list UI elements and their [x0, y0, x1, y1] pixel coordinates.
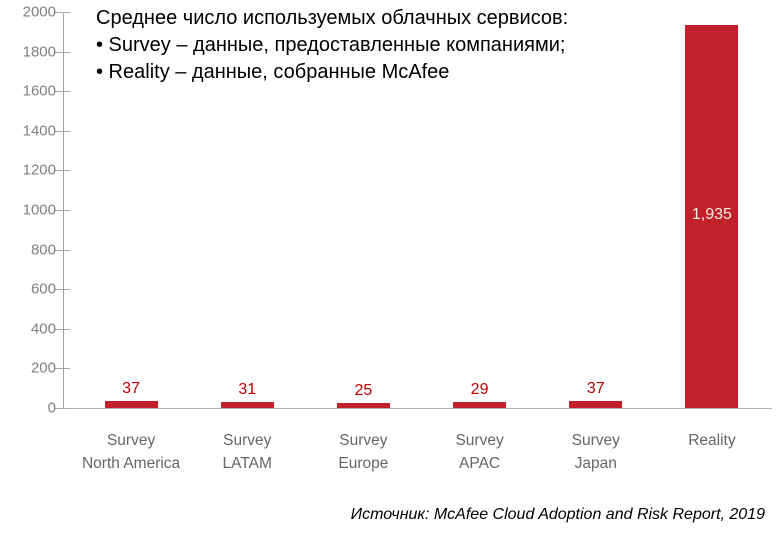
source-caption: Источник: McAfee Cloud Adoption and Risk…	[350, 506, 765, 523]
category-label-survey-apac: Survey APAC	[422, 429, 538, 475]
category-label-line: Survey	[571, 432, 620, 449]
category-label-line: LATAM	[222, 455, 272, 472]
value-label: 25	[354, 382, 373, 400]
category-label-line: Survey	[455, 432, 504, 449]
category-label-survey-europe: Survey Europe	[305, 429, 421, 475]
category-label-line: Japan	[574, 455, 617, 472]
category-label-reality: Reality	[654, 429, 770, 452]
y-tick-label: 600	[30, 280, 56, 298]
y-tick-label: 1400	[22, 122, 56, 140]
bar-survey-north-america	[104, 400, 158, 408]
y-tick-mark	[55, 368, 70, 370]
value-label: 37	[122, 379, 140, 397]
y-tick-label: 1800	[22, 43, 56, 61]
category-label-line: Survey	[223, 432, 272, 449]
category-label-survey-japan: Survey Japan	[538, 429, 654, 475]
y-tick-label: 2000	[22, 3, 56, 21]
category-label-line: Survey	[339, 432, 388, 449]
y-tick-mark	[55, 170, 70, 172]
bar-survey-apac	[453, 402, 507, 408]
chart-annotation: Среднее число используемых облачных серв…	[96, 5, 568, 86]
category-label-line: Europe	[338, 455, 389, 472]
y-tick-label: 0	[47, 399, 56, 417]
y-tick-mark	[55, 289, 70, 291]
y-tick-label: 1200	[22, 161, 56, 179]
value-label: 1,935	[691, 206, 732, 224]
x-axis-line	[63, 408, 772, 409]
value-label: 29	[470, 381, 489, 399]
annotation-title: Среднее число используемых облачных серв…	[96, 7, 569, 29]
value-label: 37	[586, 379, 605, 397]
y-tick-label: 1600	[22, 82, 56, 100]
bar-survey-japan	[569, 400, 623, 408]
bar-survey-latam	[220, 401, 274, 408]
category-label-line: North America	[81, 455, 181, 472]
y-tick-mark	[55, 51, 70, 53]
annotation-bullet-survey: • Survey – данные, предоставленные компа…	[96, 34, 566, 56]
y-tick-label: 1000	[22, 201, 56, 219]
y-tick-mark	[55, 91, 70, 93]
annotation-bullet-reality: • Reality – данные, собранные McAfee	[96, 61, 450, 83]
category-label-survey-latam: Survey LATAM	[189, 429, 305, 475]
category-label-line: Reality	[688, 432, 736, 449]
category-label-survey-north-america: Survey North America	[73, 429, 189, 475]
category-label-line: APAC	[459, 455, 501, 472]
y-tick-mark	[55, 249, 70, 251]
value-label: 31	[238, 380, 257, 398]
y-tick-mark	[55, 328, 70, 330]
category-label-line: Survey	[106, 432, 156, 449]
y-tick-mark	[55, 12, 70, 13]
y-tick-mark	[55, 130, 70, 132]
y-tick-label: 400	[30, 320, 56, 338]
y-tick-mark	[55, 408, 70, 409]
bar-survey-europe	[336, 403, 390, 408]
y-tick-mark	[55, 210, 70, 211]
y-tick-label: 800	[30, 241, 56, 259]
y-tick-label: 200	[30, 359, 56, 377]
bar-reality	[685, 24, 739, 408]
